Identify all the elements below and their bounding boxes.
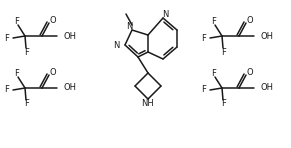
Text: F: F: [201, 33, 206, 42]
Text: O: O: [50, 67, 56, 77]
Text: NH: NH: [142, 99, 154, 108]
Text: O: O: [247, 67, 253, 77]
Text: OH: OH: [64, 83, 77, 92]
Text: N: N: [113, 41, 120, 49]
Text: F: F: [212, 16, 217, 25]
Text: F: F: [221, 99, 226, 108]
Text: F: F: [4, 33, 9, 42]
Text: F: F: [4, 86, 9, 95]
Text: F: F: [24, 48, 29, 57]
Text: F: F: [24, 99, 29, 108]
Text: F: F: [15, 69, 19, 78]
Text: N: N: [126, 21, 132, 30]
Text: F: F: [201, 86, 206, 95]
Text: N: N: [162, 9, 168, 18]
Text: F: F: [212, 69, 217, 78]
Text: O: O: [50, 16, 56, 25]
Text: OH: OH: [64, 32, 77, 41]
Text: OH: OH: [261, 83, 274, 92]
Text: O: O: [247, 16, 253, 25]
Text: OH: OH: [261, 32, 274, 41]
Text: F: F: [15, 16, 19, 25]
Text: F: F: [221, 48, 226, 57]
